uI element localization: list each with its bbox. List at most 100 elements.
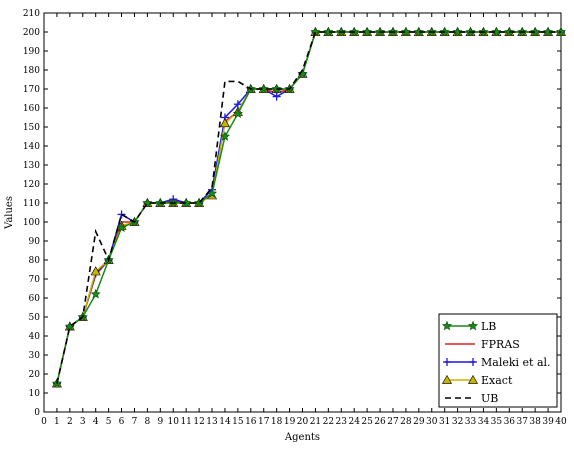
x-tick-label: 5 (106, 417, 112, 427)
y-tick-label: 180 (23, 66, 40, 76)
point-lb (116, 222, 127, 232)
y-tick-label: 120 (23, 180, 40, 190)
x-tick-label: 38 (529, 417, 541, 427)
legend-marker (467, 320, 479, 331)
y-tick-label: 140 (23, 142, 40, 152)
y-tick-label: 170 (23, 85, 40, 95)
point-lb (323, 26, 334, 37)
legend-label: Exact (481, 374, 513, 387)
x-tick-label: 20 (297, 417, 309, 427)
y-tick-label: 40 (29, 332, 41, 342)
legend-marker (469, 358, 477, 366)
x-tick-label: 35 (491, 417, 503, 427)
point-lb (194, 197, 205, 208)
y-tick-label: 210 (23, 9, 40, 19)
y-tick-label: 200 (23, 28, 40, 38)
legend-label: UB (481, 392, 498, 405)
x-tick-label: 9 (157, 417, 163, 427)
y-tick-label: 10 (29, 389, 41, 399)
point-lb (258, 83, 269, 94)
y-tick-label: 60 (29, 294, 41, 304)
legend-label: Maleki et al. (481, 356, 551, 369)
x-tick-label: 11 (180, 417, 191, 427)
x-tick-label: 32 (452, 417, 463, 427)
legend: LB FPRAS Maleki et al. Exact UB (438, 313, 558, 408)
x-tick-label: 7 (132, 417, 138, 427)
point-exact (90, 266, 101, 276)
point-lb (362, 26, 373, 37)
legend-marker (443, 358, 451, 366)
x-tick-label: 17 (258, 417, 270, 427)
x-tick-label: 18 (271, 417, 283, 427)
x-tick-label: 10 (168, 417, 180, 427)
legend-item-lb: LB (441, 320, 496, 333)
point-lb (297, 68, 308, 79)
x-tick-label: 30 (426, 417, 438, 427)
x-tick-label: 31 (439, 417, 450, 427)
point-lb (543, 26, 554, 37)
x-tick-label: 40 (555, 417, 567, 427)
x-tick-label: 23 (336, 417, 348, 427)
point-lb (181, 197, 192, 208)
x-tick-label: 37 (516, 417, 528, 427)
x-tick-label: 15 (232, 417, 244, 427)
x-tick-label: 22 (323, 417, 334, 427)
x-tick-label: 13 (206, 417, 218, 427)
y-tick-label: 160 (23, 104, 40, 114)
point-lb (219, 131, 230, 141)
point-exact (219, 118, 230, 128)
point-maleki-et-al (272, 92, 281, 101)
y-tick-label: 190 (23, 47, 40, 57)
y-tick-label: 0 (34, 408, 40, 418)
x-tick-label: 33 (465, 417, 477, 427)
legend-item-ub: UB (445, 392, 498, 405)
x-tick-label: 16 (245, 417, 257, 427)
x-tick-label: 27 (387, 417, 399, 427)
x-tick-label: 3 (80, 417, 86, 427)
y-tick-label: 110 (23, 199, 40, 209)
y-tick-label: 90 (29, 237, 41, 247)
x-tick-label: 24 (348, 417, 360, 427)
legend-label: FPRAS (481, 338, 520, 351)
x-tick-label: 29 (413, 417, 425, 427)
point-lb (400, 26, 411, 37)
y-tick-label: 130 (23, 161, 40, 171)
x-tick-label: 21 (310, 417, 321, 427)
x-tick-label: 26 (374, 417, 386, 427)
series-lines (51, 26, 567, 388)
x-tick-label: 2 (67, 417, 73, 427)
y-tick-label: 80 (29, 256, 41, 266)
legend-marker (441, 374, 453, 384)
x-tick-label: 25 (361, 417, 373, 427)
y-tick-label: 20 (29, 370, 41, 380)
x-tick-label: 12 (193, 417, 204, 427)
x-tick-label: 36 (504, 417, 516, 427)
legend-item-fpras: FPRAS (445, 338, 520, 351)
x-tick-label: 4 (93, 417, 99, 427)
x-tick-label: 39 (542, 417, 554, 427)
point-lb (142, 197, 153, 208)
axis-ticks: 0 1 2 3 4 5 6 7 8 9 10 11 12 13 14 15 16 17 18 19 20 21 22 23 24… (23, 9, 567, 427)
y-tick-label: 100 (23, 218, 40, 228)
point-lb (232, 108, 243, 118)
x-tick-label: 8 (145, 417, 151, 427)
y-tick-label: 50 (29, 313, 41, 323)
x-tick-label: 6 (119, 417, 125, 427)
legend-label: LB (481, 320, 496, 333)
point-lb (491, 26, 502, 37)
point-lb (413, 26, 424, 37)
legend-item-exact: Exact (441, 374, 513, 387)
y-tick-label: 30 (29, 351, 41, 361)
x-tick-label: 34 (478, 417, 490, 427)
legend-marker (467, 374, 479, 384)
x-tick-label: 19 (284, 417, 296, 427)
y-axis-label: Values (4, 196, 15, 230)
legend-marker (441, 320, 453, 331)
x-tick-label: 1 (54, 417, 60, 427)
point-lb (452, 26, 463, 37)
point-lb (90, 288, 101, 299)
y-tick-label: 70 (29, 275, 41, 285)
x-tick-label: 0 (41, 417, 47, 427)
x-tick-label: 28 (400, 417, 412, 427)
